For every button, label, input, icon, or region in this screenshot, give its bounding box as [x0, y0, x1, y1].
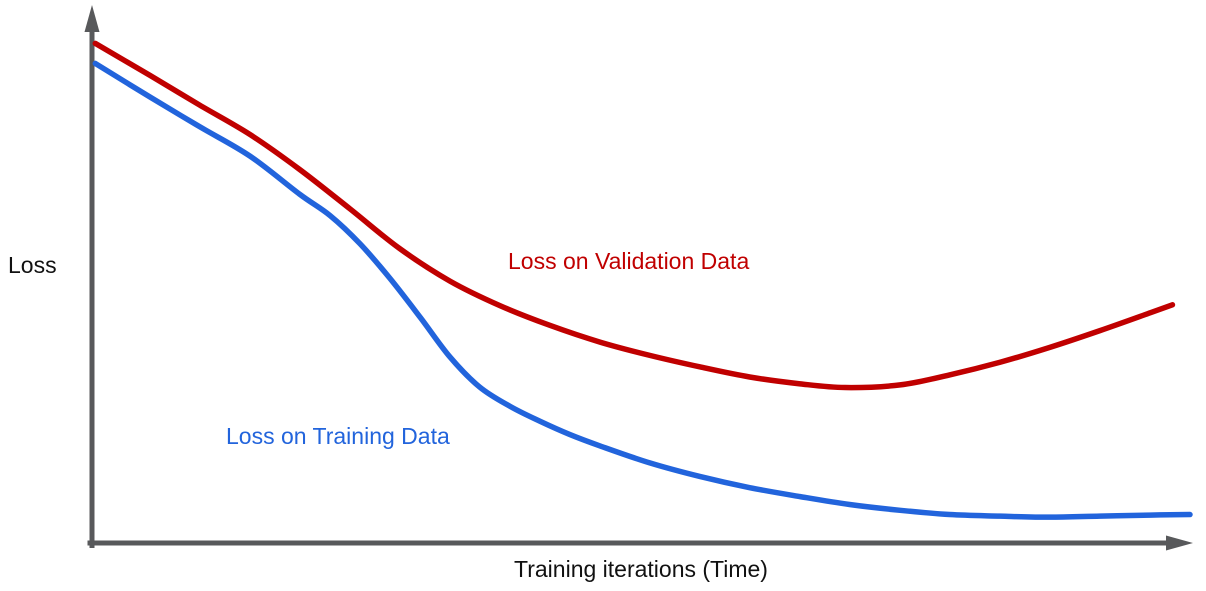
series-curves: [92, 40, 1193, 520]
training-loss-curve: [92, 60, 1193, 520]
x-axis-arrow-icon: [1166, 535, 1193, 551]
y-axis-arrow-icon: [84, 5, 100, 32]
validation-series-label: Loss on Validation Data: [508, 248, 750, 274]
training-series-label: Loss on Training Data: [226, 423, 450, 449]
y-axis-label: Loss: [8, 252, 57, 278]
validation-loss-curve: [92, 40, 1176, 391]
x-axis-label: Training iterations (Time): [514, 556, 768, 582]
